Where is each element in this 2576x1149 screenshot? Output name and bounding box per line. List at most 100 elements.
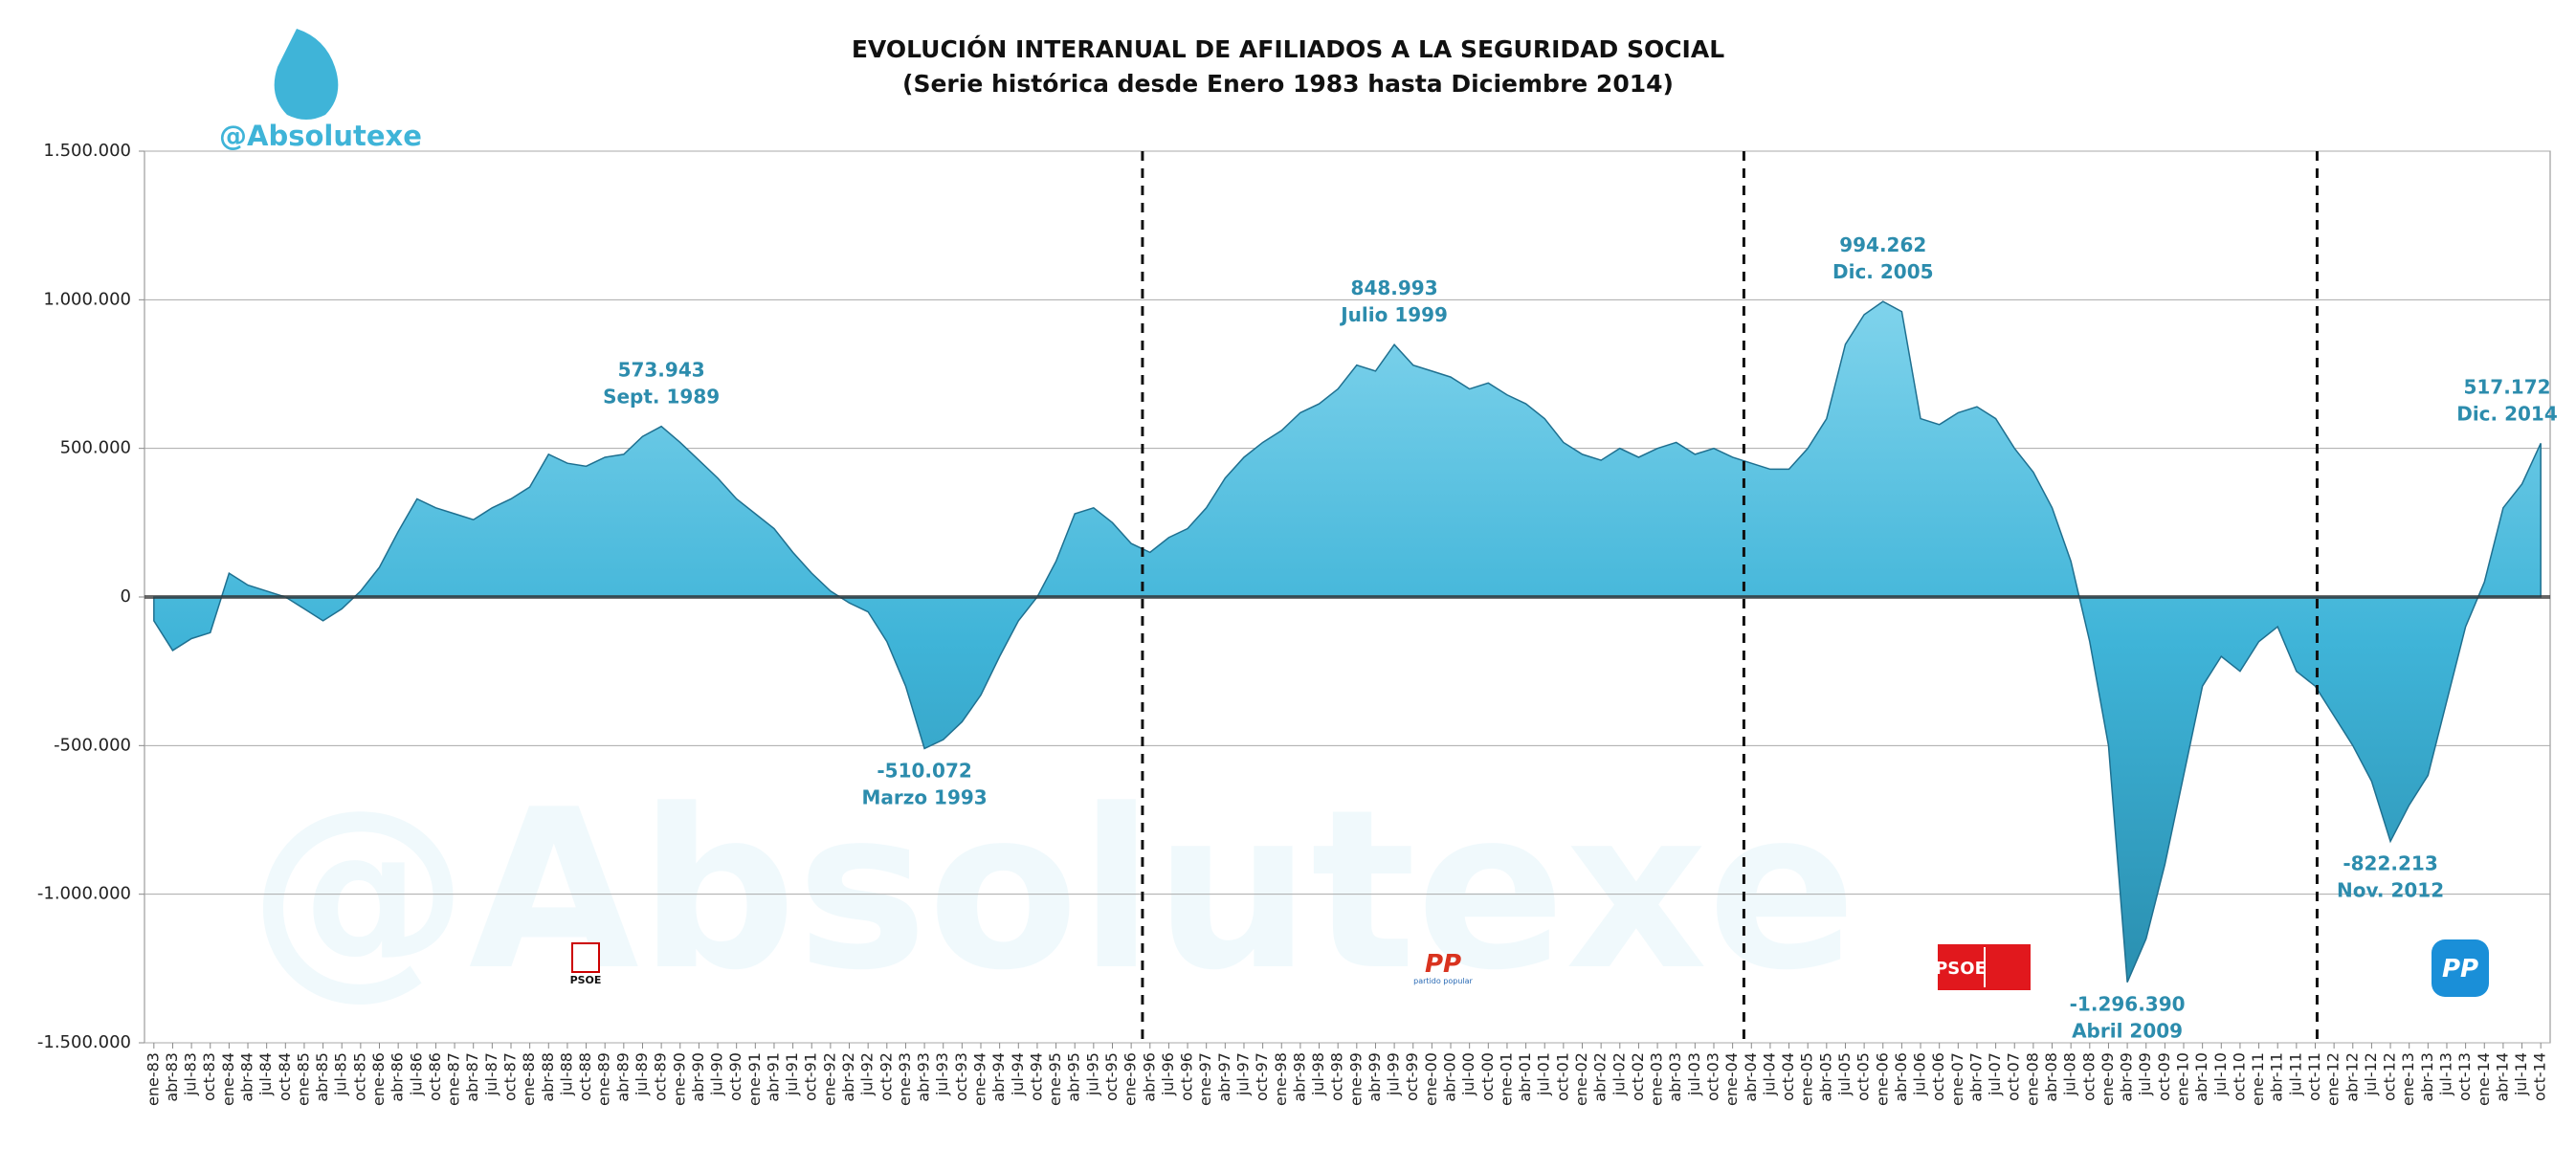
y-tick-label: 500.000 <box>60 438 131 458</box>
party-logo: PSOE <box>570 942 602 986</box>
value-label: -510.072 <box>877 759 971 782</box>
x-tick-label: jul-07 <box>1986 1052 2004 1096</box>
x-tick-label: jul-98 <box>1309 1052 1327 1096</box>
area <box>153 300 2542 983</box>
x-tick-label: oct-90 <box>726 1052 744 1101</box>
x-tick-label: ene-88 <box>520 1052 538 1106</box>
x-tick-label: oct-97 <box>1253 1052 1271 1101</box>
x-tick-label: jul-10 <box>2211 1052 2230 1096</box>
x-tick-label: abr-92 <box>839 1052 857 1102</box>
y-tick-label: -1.500.000 <box>37 1032 131 1052</box>
x-tick-label: abr-05 <box>1816 1052 1834 1102</box>
value-label: 573.943 <box>618 359 705 382</box>
x-tick-label: jul-92 <box>858 1052 877 1096</box>
x-tick-label: oct-11 <box>2305 1052 2323 1101</box>
x-tick-label: ene-83 <box>144 1052 162 1106</box>
value-label: 848.993 <box>1351 276 1438 299</box>
x-tick-label: jul-97 <box>1233 1052 1252 1096</box>
x-tick-label: oct-88 <box>576 1052 594 1101</box>
x-tick-label: jul-11 <box>2286 1052 2304 1096</box>
x-tick-label: jul-90 <box>708 1052 726 1096</box>
x-tick-label: oct-13 <box>2455 1052 2474 1101</box>
x-tick-label: abr-11 <box>2268 1052 2286 1102</box>
logo-text: PSOE <box>1935 959 1987 979</box>
x-tick-label: abr-06 <box>1892 1052 1910 1102</box>
y-tick-label: 0 <box>121 586 131 607</box>
x-tick-label: oct-10 <box>2230 1052 2248 1101</box>
x-tick-label: jul-87 <box>482 1052 500 1096</box>
x-tick-label: oct-95 <box>1102 1052 1121 1101</box>
x-tick-label: oct-03 <box>1703 1052 1721 1101</box>
value-note: Dic. 2014 <box>2456 402 2558 425</box>
x-tick-label: abr-90 <box>689 1052 707 1102</box>
x-tick-label: abr-12 <box>2343 1052 2361 1102</box>
x-tick-label: oct-92 <box>877 1052 895 1101</box>
party-logo: PP <box>2432 939 2489 997</box>
x-tick-label: jul-09 <box>2136 1052 2154 1096</box>
x-tick-label: oct-94 <box>1027 1052 1045 1101</box>
value-label: 517.172 <box>2463 375 2550 398</box>
x-tick-label: abr-97 <box>1215 1052 1233 1102</box>
x-tick-label: abr-08 <box>2042 1052 2060 1102</box>
x-tick-label: ene-11 <box>2249 1052 2267 1106</box>
x-tick-label: jul-04 <box>1760 1052 1778 1096</box>
x-tick-label: oct-96 <box>1178 1052 1196 1101</box>
x-tick-label: jul-83 <box>182 1052 200 1096</box>
x-tick-label: oct-00 <box>1478 1052 1497 1101</box>
x-tick-label: ene-92 <box>820 1052 838 1106</box>
x-tick-label: abr-84 <box>238 1052 256 1102</box>
x-tick-label: oct-05 <box>1854 1052 1873 1101</box>
y-tick-label: -500.000 <box>54 735 131 755</box>
x-tick-label: abr-03 <box>1666 1052 1684 1102</box>
x-tick-label: oct-93 <box>952 1052 970 1101</box>
brand: @Absolutexe <box>219 120 422 152</box>
x-tick-label: jul-13 <box>2436 1052 2454 1096</box>
x-tick-label: abr-13 <box>2418 1052 2436 1102</box>
x-tick-label: ene-99 <box>1346 1052 1365 1106</box>
x-tick-label: abr-02 <box>1591 1052 1610 1102</box>
x-tick-label: ene-96 <box>1121 1052 1140 1106</box>
x-tick-label: oct-09 <box>2155 1052 2173 1101</box>
x-tick-label: ene-94 <box>971 1052 989 1106</box>
x-tick-label: jul-86 <box>407 1052 425 1096</box>
value-note: Sept. 1989 <box>603 386 720 409</box>
x-tick-label: abr-00 <box>1441 1052 1459 1102</box>
x-tick-label: ene-09 <box>2099 1052 2117 1106</box>
value-note: Nov. 2012 <box>2337 878 2444 901</box>
x-tick-label: oct-04 <box>1779 1052 1797 1101</box>
x-tick-label: abr-87 <box>463 1052 481 1102</box>
x-tick-label: abr-10 <box>2192 1052 2210 1102</box>
x-tick-label: abr-04 <box>1742 1052 1760 1102</box>
x-tick-label: ene-86 <box>369 1052 388 1106</box>
x-tick-label: abr-85 <box>313 1052 331 1102</box>
x-tick-label: jul-14 <box>2512 1052 2530 1096</box>
x-tick-label: abr-99 <box>1366 1052 1384 1102</box>
x-tick-label: ene-02 <box>1572 1052 1590 1106</box>
x-tick-label: ene-87 <box>445 1052 463 1106</box>
x-tick-label: abr-83 <box>163 1052 181 1102</box>
x-tick-label: jul-93 <box>933 1052 951 1096</box>
y-tick-label: 1.500.000 <box>43 141 131 161</box>
value-note: Dic. 2005 <box>1832 260 1934 283</box>
x-tick-label: jul-94 <box>1009 1052 1027 1096</box>
x-tick-label: ene-05 <box>1798 1052 1816 1106</box>
x-tick-label: jul-06 <box>1911 1052 1929 1096</box>
x-tick-label: abr-01 <box>1516 1052 1534 1102</box>
logo-text: PP <box>1425 950 1461 979</box>
x-tick-label: abr-94 <box>989 1052 1008 1102</box>
logo-text: PSOE <box>570 974 602 986</box>
logo-text: partido popular <box>1413 977 1473 985</box>
x-tick-label: ene-97 <box>1196 1052 1214 1106</box>
x-tick-label: jul-01 <box>1535 1052 1553 1096</box>
x-tick-label: ene-12 <box>2324 1052 2343 1106</box>
x-tick-label: ene-90 <box>670 1052 688 1106</box>
x-tick-label: ene-89 <box>595 1052 613 1106</box>
x-tick-label: ene-07 <box>1948 1052 1966 1106</box>
x-tick-label: jul-88 <box>557 1052 575 1096</box>
x-tick-label: jul-00 <box>1459 1052 1477 1096</box>
x-tick-label: ene-85 <box>294 1052 312 1106</box>
x-tick-label: abr-14 <box>2493 1052 2511 1102</box>
x-tick-label: oct-01 <box>1553 1052 1571 1101</box>
